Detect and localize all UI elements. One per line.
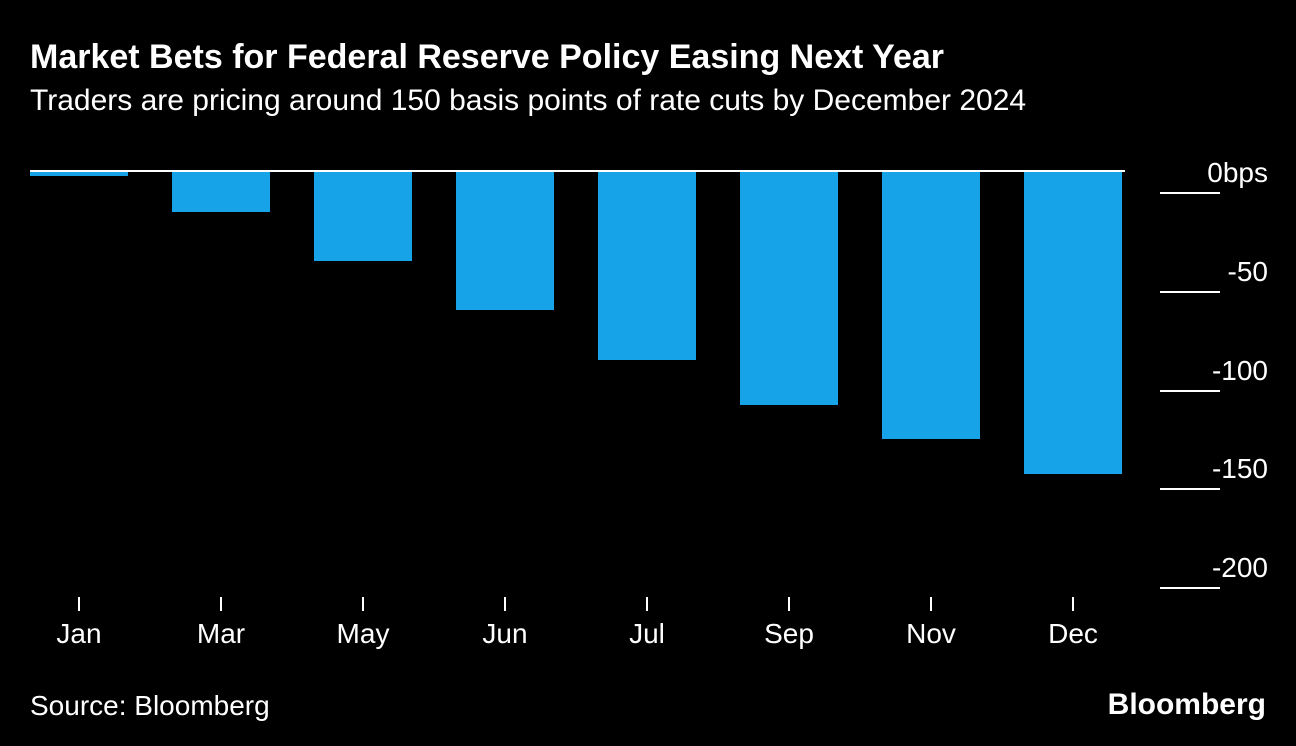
- brand-logo-text: Bloomberg: [1108, 688, 1266, 722]
- y-tick-line: [1160, 291, 1220, 293]
- bar: [30, 172, 128, 176]
- bar: [740, 172, 838, 405]
- x-tick: [1072, 597, 1074, 611]
- x-axis-label: Dec: [1048, 618, 1098, 650]
- x-axis-label: Sep: [764, 618, 814, 650]
- x-axis-label: Nov: [906, 618, 956, 650]
- x-tick: [788, 597, 790, 611]
- x-tick: [646, 597, 648, 611]
- x-tick: [930, 597, 932, 611]
- bar: [314, 172, 412, 261]
- y-axis-label: -200: [1212, 552, 1268, 584]
- x-axis-label: Jan: [56, 618, 101, 650]
- x-axis-label: May: [337, 618, 390, 650]
- bar: [172, 172, 270, 212]
- y-axis-label: -50: [1228, 256, 1268, 288]
- bar: [456, 172, 554, 310]
- y-tick-line: [1160, 390, 1220, 392]
- y-axis-label: -150: [1212, 453, 1268, 485]
- y-tick-line: [1160, 587, 1220, 589]
- y-axis-label: 0bps: [1207, 157, 1268, 189]
- x-axis-label: Mar: [197, 618, 245, 650]
- x-tick: [504, 597, 506, 611]
- y-axis-label: -100: [1212, 355, 1268, 387]
- bar: [1024, 172, 1122, 474]
- bar: [598, 172, 696, 360]
- source-text: Source: Bloomberg: [30, 690, 270, 722]
- bar: [882, 172, 980, 439]
- x-tick: [78, 597, 80, 611]
- chart-area: 0bps -50 -100 -150 -200 Jan Mar May Jun Jul Sep Nov…: [0, 0, 1296, 746]
- x-tick: [362, 597, 364, 611]
- y-tick-line: [1160, 488, 1220, 490]
- x-tick: [220, 597, 222, 611]
- y-tick-line: [1160, 192, 1220, 194]
- x-axis-label: Jul: [629, 618, 665, 650]
- x-axis-label: Jun: [482, 618, 527, 650]
